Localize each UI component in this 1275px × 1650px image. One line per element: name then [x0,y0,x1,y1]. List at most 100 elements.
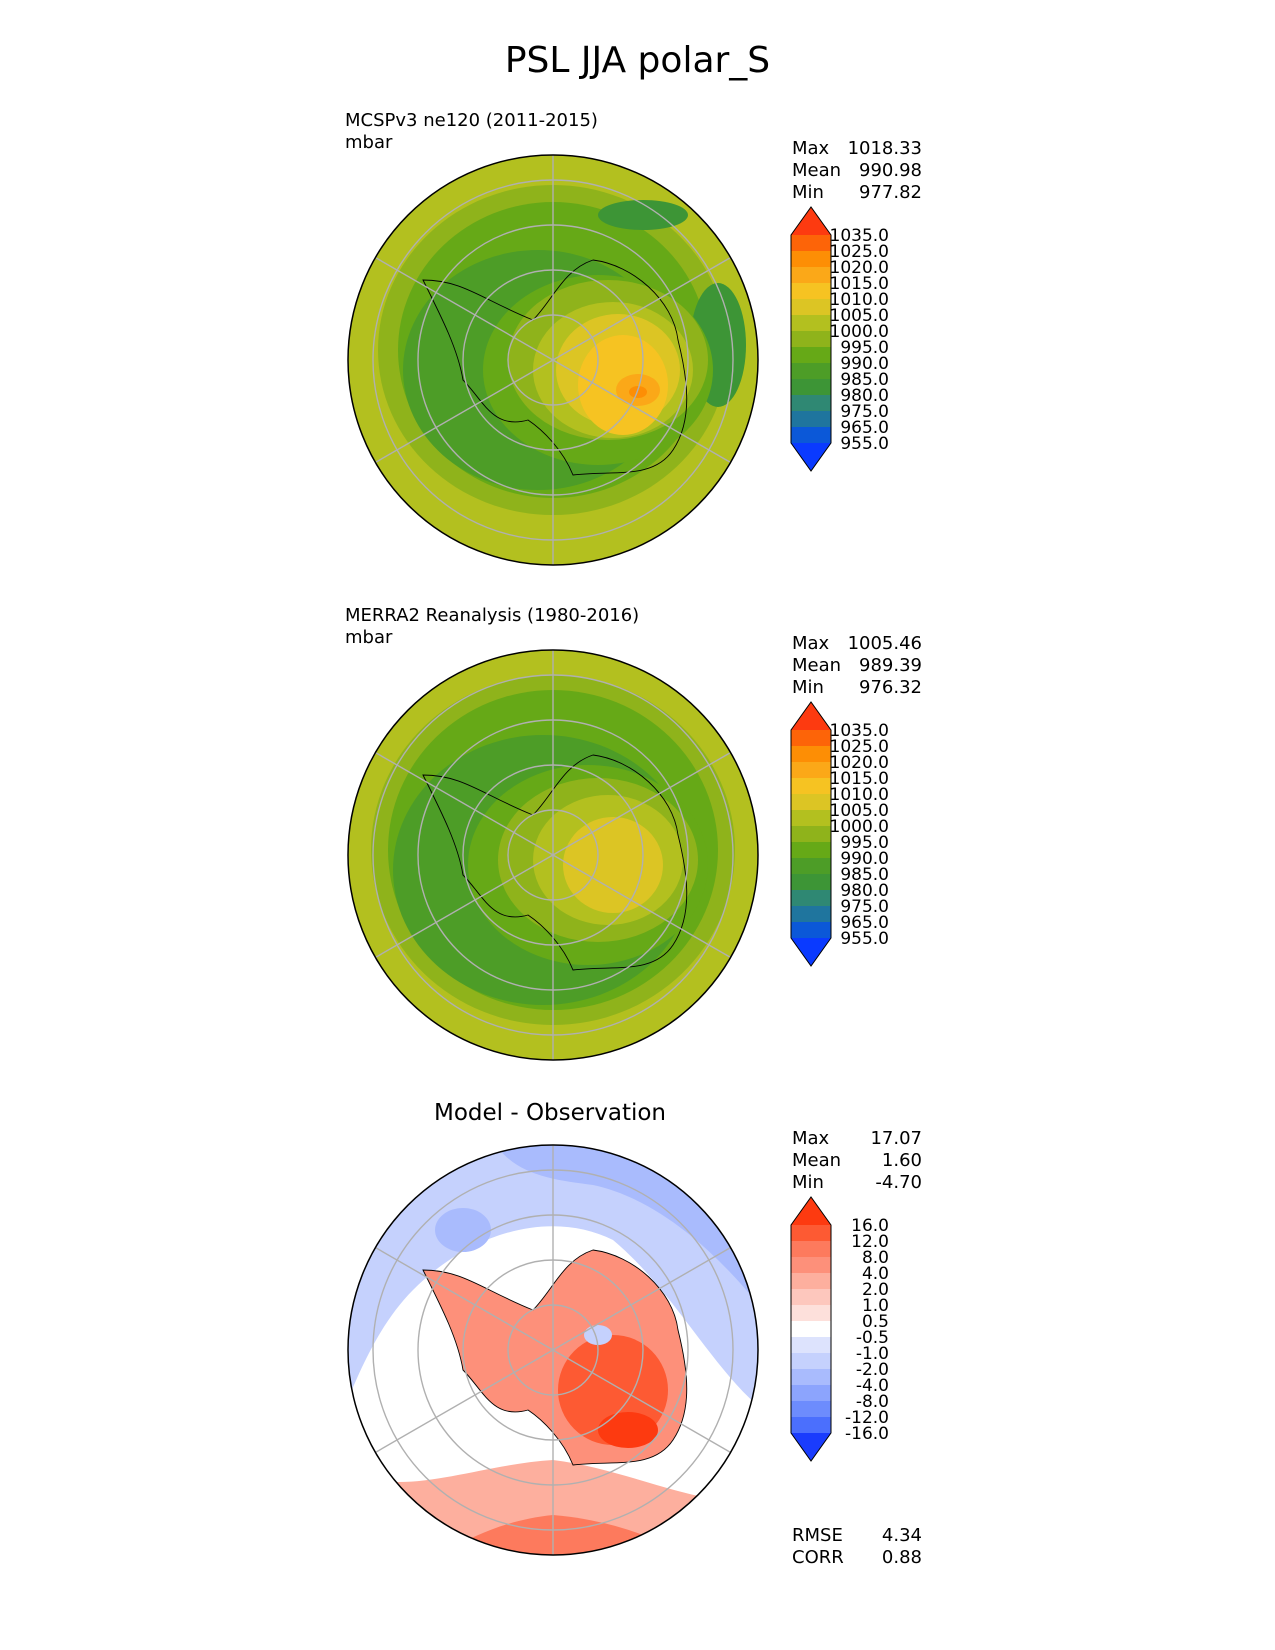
colorbar-tick-label: -0.5 [856,1328,889,1348]
panel-model: MCSPv3 ne120 (2011-2015) mbar [0,110,1275,580]
colorbar: 16.012.08.04.02.01.00.5-0.5-1.0-2.0-4.0-… [790,1196,889,1462]
polar-map-model [347,154,759,566]
colorbar-segment [791,1289,831,1306]
stat-label: Mean [792,1150,842,1171]
panel-title-text: MCSPv3 ne120 (2011-2015) [345,110,598,131]
colorbar-tick-label: -12.0 [845,1408,889,1428]
colorbar-tick-label: -16.0 [845,1424,889,1444]
panel-units: mbar [345,627,393,648]
colorbar-tick-label: 1020.0 [830,258,889,278]
colorbar-segment [791,207,831,235]
colorbar-segment [791,906,831,923]
colorbar-segment [791,874,831,891]
metric-value: 0.88 [881,1547,922,1568]
colorbar-tick-label: 980.0 [840,386,889,406]
colorbar-segment [791,1305,831,1322]
stat-value: 976.32 [859,677,922,698]
graticule [370,1145,736,1555]
stat-value: 1.60 [881,1150,922,1171]
colorbar-tick-label: 985.0 [840,865,889,885]
polar-map-obs [347,649,759,1061]
figure-title: PSL JJA polar_S [504,40,771,81]
colorbar-segment [791,1321,831,1338]
map-boundary [347,649,759,1061]
field-max [563,817,663,913]
colorbar-segment [791,1385,831,1402]
colorbar-tick-label: -1.0 [856,1344,889,1364]
colorbar-tick-label: 975.0 [840,402,889,422]
colorbar-tick-label: 965.0 [840,913,889,933]
field-max [598,1412,658,1448]
stat-label: Mean [792,655,842,676]
graticule [370,650,736,1060]
colorbar-tick-label: 1010.0 [830,785,889,805]
colorbar-tick-label: 955.0 [840,434,889,454]
colorbar-tick-label: -2.0 [856,1360,889,1380]
map-boundary [347,154,759,566]
colorbar-outline [790,206,832,472]
colorbar-segment [791,1241,831,1258]
map-boundary [347,1144,759,1556]
colorbar-outline [790,701,832,967]
colorbar-segment [791,411,831,428]
field-negative [435,1208,491,1252]
colorbar-segment [791,1401,831,1418]
colorbar-segment [791,427,831,444]
colorbar-segment [791,251,831,268]
colorbar-segment [791,858,831,875]
colorbar-tick-label: -8.0 [856,1392,889,1412]
colorbar-tick-label: 8.0 [862,1248,889,1268]
field-local-negative [584,1325,612,1345]
colorbar-tick-label: 995.0 [840,338,889,358]
colorbar-segment [791,299,831,316]
field-low-north [598,200,688,230]
colorbar-tick-label: 1005.0 [830,801,889,821]
colorbar-tick-label: 990.0 [840,849,889,869]
stat-value: 17.07 [870,1128,922,1149]
colorbar-segment [791,267,831,284]
colorbar-segment [791,794,831,811]
colorbar-segment [791,1369,831,1386]
stat-value: 1005.46 [847,633,922,654]
colorbar-tick-label: 1010.0 [830,290,889,310]
stat-value: -4.70 [875,1172,922,1193]
colorbar-segment [791,938,831,966]
colorbar-tick-label: 1020.0 [830,753,889,773]
colorbar-segment [791,235,831,252]
colorbar-segment [791,315,831,332]
stat-label: Min [792,677,824,698]
colorbar-segment [791,347,831,364]
stat-label: Max [792,138,830,159]
colorbar-tick-label: 975.0 [840,897,889,917]
colorbar-segment [791,283,831,300]
colorbar-segment [791,379,831,396]
metric-label: CORR [792,1547,844,1568]
stat-value: 1018.33 [847,138,922,159]
panel-title-text: MERRA2 Reanalysis (1980-2016) [345,605,640,626]
colorbar-tick-label: 12.0 [851,1232,889,1252]
colorbar-segment [791,443,831,471]
colorbar-segment [791,1273,831,1290]
colorbar-tick-label: 1005.0 [830,306,889,326]
colorbar-tick-label: 1.0 [862,1296,889,1316]
colorbar-tick-label: 995.0 [840,833,889,853]
colorbar-segment [791,746,831,763]
colorbar-tick-label: 990.0 [840,354,889,374]
polar-map-diff [347,1144,759,1556]
colorbar-segment [791,395,831,412]
antarctica-coastline [422,1249,688,1466]
colorbar-segment [791,730,831,747]
colorbar-tick-label: 955.0 [840,929,889,949]
stat-label: Max [792,633,830,654]
antarctica-coastline [422,259,688,476]
stat-label: Mean [792,160,842,181]
colorbar-segment [791,1433,831,1461]
field-max [629,386,647,398]
colorbar-segment [791,702,831,730]
colorbar-segment [791,1417,831,1434]
colorbar-segment [791,826,831,843]
panel-units: mbar [345,132,393,153]
panel-title: MCSPv3 ne120 (2011-2015) mbar [345,110,598,154]
panel-title: MERRA2 Reanalysis (1980-2016) mbar [345,605,639,649]
colorbar-segment [791,842,831,859]
